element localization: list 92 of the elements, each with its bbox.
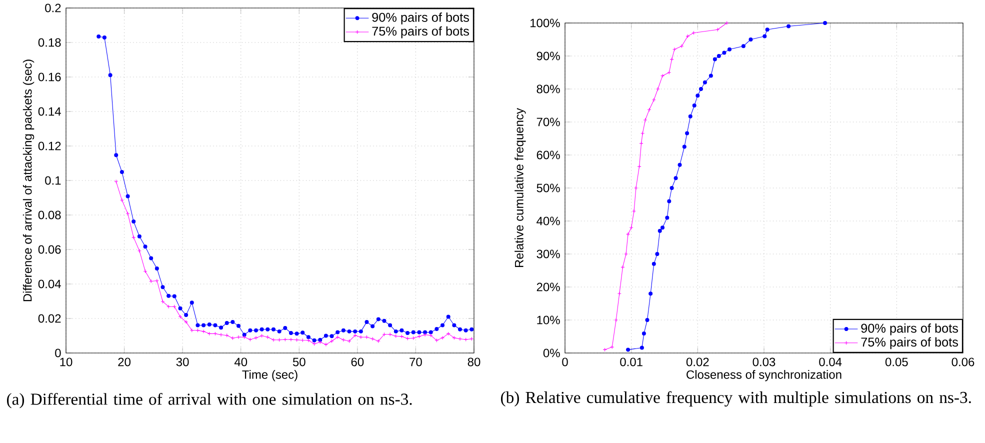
point: [634, 186, 638, 190]
point: [696, 94, 700, 98]
point: [645, 318, 650, 322]
y-tick-label: 0.16: [38, 72, 61, 82]
x-tick-label: 80: [468, 358, 480, 366]
point: [626, 232, 630, 236]
point: [708, 74, 713, 78]
point: [670, 186, 674, 190]
point: [682, 144, 686, 149]
point: [702, 80, 707, 84]
point: [728, 47, 732, 52]
x-tick-label: 10: [60, 358, 72, 366]
y-tick-label: 70%: [536, 118, 560, 126]
point: [637, 164, 642, 169]
x-axis-title: Closeness of synchronization: [686, 370, 842, 382]
text: (a) Differential time of arrival with one simulation on ns-3.: [7, 392, 412, 408]
point: [692, 103, 696, 108]
point: [614, 318, 618, 322]
point: [652, 262, 656, 266]
legend-label: 90% pairs of bots: [372, 12, 469, 24]
y-tick-label: 0.04: [38, 280, 61, 288]
point: [655, 252, 660, 256]
legend-label: 90% pairs of bots: [861, 323, 958, 336]
y-tick-label: 0.14: [38, 107, 61, 116]
y-tick-label: 0.18: [38, 38, 61, 47]
x-tick-label: 0.03: [752, 358, 776, 366]
y-tick-label: 0.12: [38, 142, 61, 150]
point: [748, 37, 753, 42]
x-tick-label: 20: [118, 358, 130, 366]
point: [672, 47, 676, 52]
y-tick-label: 60%: [536, 150, 560, 160]
legend-label: 75% pairs of bots: [861, 337, 958, 350]
y-tick-label: 90%: [536, 52, 560, 60]
point: [660, 74, 665, 78]
x-tick-label: 0.05: [885, 358, 908, 366]
text: (b) Relative cumulative frequency with multiple simulations on ns-3.: [501, 391, 971, 407]
point: [712, 57, 717, 62]
y-tick-label: 0.02: [38, 314, 61, 323]
point: [640, 346, 644, 350]
y-tick-label: 0%: [543, 348, 560, 358]
y-tick-label: 0.06: [38, 245, 61, 254]
legend-label: 75% pairs of bots: [372, 26, 469, 38]
point: [786, 24, 791, 28]
x-tick-label: 0.02: [686, 358, 709, 366]
point: [639, 141, 644, 146]
y-tick-label: 20%: [536, 282, 560, 292]
point: [667, 199, 672, 204]
y-tick-label: 40%: [536, 216, 560, 226]
y-tick-label: 0.2: [45, 4, 61, 12]
y-tick-label: 80%: [536, 84, 560, 94]
x-axis-title: Time (sec): [242, 370, 298, 382]
point: [656, 86, 660, 92]
point: [626, 348, 630, 352]
y-tick-label: 0: [55, 348, 61, 358]
x-tick-label: 0: [562, 358, 568, 366]
x-tick-label: 0.01: [620, 358, 642, 366]
point: [823, 20, 828, 26]
point: [667, 70, 672, 74]
point: [648, 292, 653, 296]
point: [632, 209, 636, 214]
x-tick-label: 0.06: [952, 358, 974, 366]
point: [688, 114, 692, 118]
x-tick-label: 70: [410, 358, 422, 366]
point: [741, 44, 746, 48]
x-tick-label: 30: [176, 358, 189, 366]
point: [643, 118, 648, 122]
point: [685, 131, 690, 136]
y-axis-title: Difference of arrival of attacking packets (sec): [22, 60, 34, 302]
point: [660, 226, 665, 230]
point: [642, 332, 646, 336]
y-tick-label: 0.1: [45, 176, 61, 185]
point: [665, 216, 670, 220]
point: [610, 345, 614, 350]
y-tick-label: 50%: [536, 184, 560, 192]
point: [698, 86, 703, 92]
point: [716, 54, 721, 58]
point: [765, 28, 770, 32]
x-tick-label: 0.04: [819, 358, 842, 366]
x-tick-label: 40: [234, 358, 248, 366]
x-tick-label: 50: [292, 358, 306, 366]
y-tick-label: 0.08: [38, 210, 61, 220]
point: [658, 228, 662, 233]
y-tick-label: 10%: [537, 316, 560, 324]
y-tick-label: 30%: [536, 250, 560, 258]
point: [624, 252, 628, 256]
point: [674, 176, 678, 180]
y-axis-title: Relative cumulative frequency: [514, 108, 526, 268]
y-tick-label: 100%: [530, 18, 560, 28]
point: [722, 50, 726, 55]
point: [762, 34, 767, 38]
point: [678, 162, 682, 167]
x-tick-label: 60: [351, 358, 364, 366]
